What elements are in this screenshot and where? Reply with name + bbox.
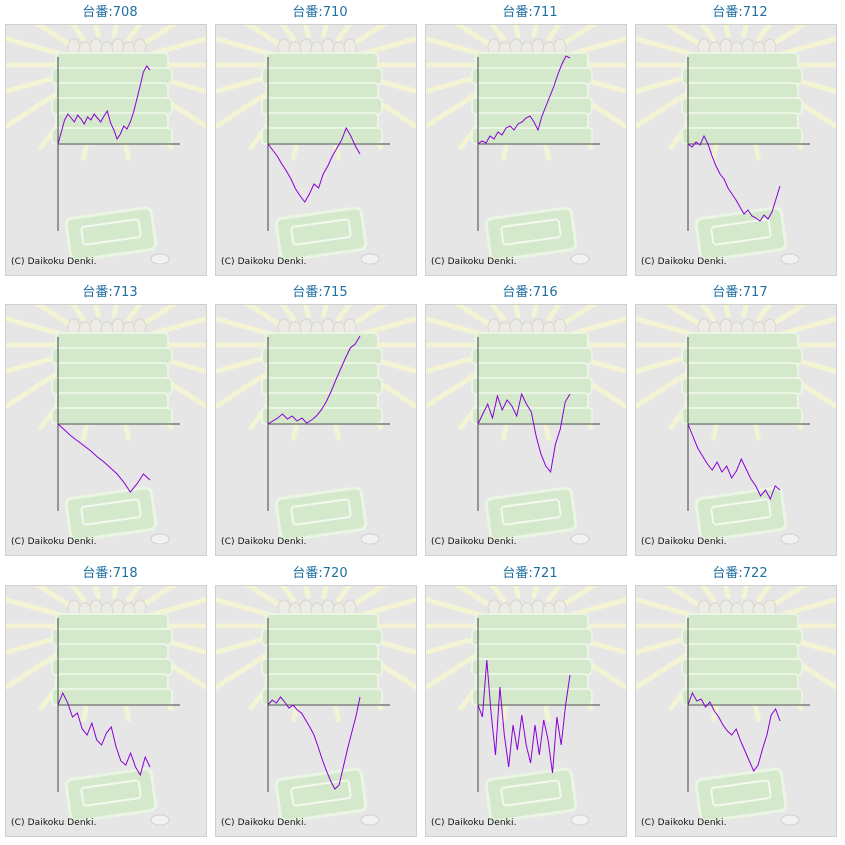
machine-number-title[interactable]: 台番:720: [292, 566, 348, 581]
chart-frame: (C) Daikoku Denki.: [5, 585, 207, 837]
payout-graph: [426, 305, 626, 545]
payout-line: [57, 691, 151, 777]
payout-graph: [636, 586, 836, 826]
payout-line: [687, 423, 781, 501]
payout-graph: [6, 25, 206, 265]
copyright-text: (C) Daikoku Denki.: [11, 537, 97, 547]
copyright-text: (C) Daikoku Denki.: [431, 537, 517, 547]
machine-number-title[interactable]: 台番:711: [502, 5, 558, 20]
machine-number-title[interactable]: 台番:716: [502, 285, 558, 300]
medal-tray-background-icon: [681, 38, 803, 265]
payout-graph: [216, 25, 416, 265]
payout-line: [267, 696, 361, 790]
machine-number-title[interactable]: 台番:722: [712, 566, 768, 581]
medal-tray-background-icon: [51, 599, 173, 826]
payout-graph: [426, 586, 626, 826]
payout-graph: [6, 305, 206, 545]
payout-line: [57, 423, 151, 493]
machine-number-title[interactable]: 台番:715: [292, 285, 348, 300]
chart-frame: (C) Daikoku Denki.: [215, 585, 417, 837]
medal-tray-background-icon: [471, 38, 593, 265]
chart-frame: (C) Daikoku Denki.: [425, 585, 627, 837]
payout-graph: [426, 25, 626, 265]
payout-line: [687, 691, 781, 772]
machine-number-title[interactable]: 台番:710: [292, 5, 348, 20]
chart-frame: (C) Daikoku Denki.: [215, 24, 417, 276]
chart-frame: (C) Daikoku Denki.: [215, 304, 417, 556]
machine-number-title[interactable]: 台番:713: [82, 285, 138, 300]
payout-graph: [216, 586, 416, 826]
machine-number-title[interactable]: 台番:717: [712, 285, 768, 300]
medal-tray-background-icon: [261, 38, 383, 265]
chart-frame: (C) Daikoku Denki.: [425, 24, 627, 276]
medal-tray-background-icon: [471, 599, 593, 826]
medal-tray-background-icon: [51, 318, 173, 545]
payout-line: [477, 55, 571, 145]
copyright-text: (C) Daikoku Denki.: [221, 818, 307, 828]
payout-graph: [636, 305, 836, 545]
payout-line: [477, 392, 571, 474]
copyright-text: (C) Daikoku Denki.: [11, 818, 97, 828]
machine-number-title[interactable]: 台番:712: [712, 5, 768, 20]
chart-frame: (C) Daikoku Denki.: [635, 304, 837, 556]
chart-frame: (C) Daikoku Denki.: [5, 304, 207, 556]
payout-graph: [6, 586, 206, 826]
machine-number-title[interactable]: 台番:718: [82, 566, 138, 581]
copyright-text: (C) Daikoku Denki.: [431, 818, 517, 828]
copyright-text: (C) Daikoku Denki.: [641, 537, 727, 547]
payout-line: [477, 659, 571, 774]
medal-tray-background-icon: [681, 318, 803, 545]
chart-frame: (C) Daikoku Denki.: [425, 304, 627, 556]
payout-graph: [216, 305, 416, 545]
copyright-text: (C) Daikoku Denki.: [221, 537, 307, 547]
chart-frame: (C) Daikoku Denki.: [5, 24, 207, 276]
machine-number-title[interactable]: 台番:708: [82, 5, 138, 20]
copyright-text: (C) Daikoku Denki.: [641, 818, 727, 828]
copyright-text: (C) Daikoku Denki.: [221, 257, 307, 267]
medal-tray-background-icon: [681, 599, 803, 826]
copyright-text: (C) Daikoku Denki.: [641, 257, 727, 267]
chart-frame: (C) Daikoku Denki.: [635, 585, 837, 837]
payout-line: [57, 65, 151, 145]
copyright-text: (C) Daikoku Denki.: [431, 257, 517, 267]
medal-tray-background-icon: [471, 318, 593, 545]
chart-frame: (C) Daikoku Denki.: [635, 24, 837, 276]
medal-tray-background-icon: [261, 318, 383, 545]
payout-line: [267, 335, 361, 425]
payout-line: [687, 134, 781, 222]
payout-line: [267, 126, 361, 203]
medal-tray-background-icon: [51, 38, 173, 265]
payout-graph: [636, 25, 836, 265]
copyright-text: (C) Daikoku Denki.: [11, 257, 97, 267]
medal-tray-background-icon: [261, 599, 383, 826]
machine-number-title[interactable]: 台番:721: [502, 566, 558, 581]
